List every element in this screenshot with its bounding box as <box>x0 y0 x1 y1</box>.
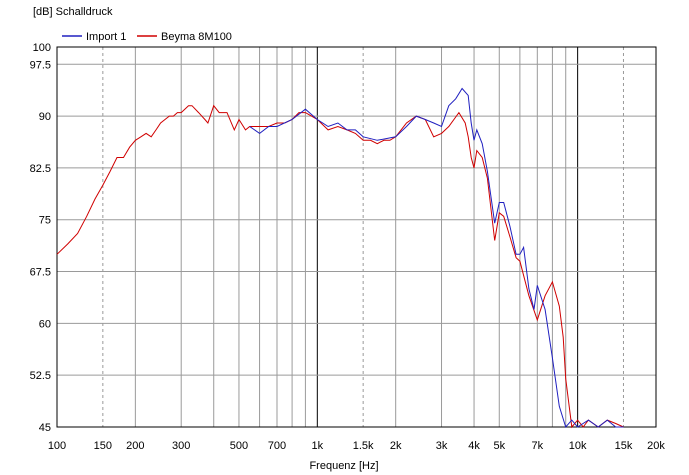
x-tick-label: 200 <box>126 440 144 452</box>
x-tick-label: 100 <box>48 440 66 452</box>
y-tick-label: 45 <box>39 422 51 434</box>
x-tick-label: 1.5k <box>353 440 374 452</box>
series-layer <box>56 87 624 429</box>
y-tick-label: 97.5 <box>30 59 51 71</box>
x-tick-label: 700 <box>268 440 286 452</box>
x-tick-label: 10k <box>569 440 587 452</box>
x-tick-label: 150 <box>94 440 112 452</box>
x-tick-label: 1k <box>312 440 324 452</box>
x-tick-label: 20k <box>647 440 665 452</box>
y-tick-label: 82.5 <box>30 163 51 175</box>
y-tick-label: 60 <box>39 318 51 330</box>
plot-frame <box>56 46 657 428</box>
x-tick-label: 500 <box>230 440 248 452</box>
x-tick-label: 2k <box>390 440 402 452</box>
series-line-0 <box>249 87 624 428</box>
grid-lines <box>57 46 657 427</box>
legend-label: Import 1 <box>86 31 126 43</box>
legend: Import 1 Beyma 8M100 <box>62 31 232 43</box>
x-tick-label: 300 <box>172 440 190 452</box>
x-tick-label: 7k <box>532 440 544 452</box>
y-axis-label: [dB] Schalldruck <box>33 6 113 18</box>
y-tick-label: 52.5 <box>30 370 51 382</box>
x-axis-label: Frequenz [Hz] <box>309 460 378 472</box>
x-tick-label: 3k <box>436 440 448 452</box>
y-tick-label: 100 <box>33 42 51 54</box>
series-line-1 <box>56 104 624 429</box>
x-tick-labels: 100 150 200 300 500 700 1k 1.5k 2k 3k 4k 5k 7k 10k 15k… <box>48 440 666 452</box>
y-tick-label: 75 <box>39 215 51 227</box>
y-tick-labels: 45 52.5 60 67.5 75 82.5 90 97.5 100 <box>30 42 51 434</box>
x-tick-label: 5k <box>493 440 505 452</box>
x-tick-label: 15k <box>615 440 633 452</box>
x-tick-label: 4k <box>468 440 480 452</box>
y-tick-label: 90 <box>39 111 51 123</box>
legend-label: Beyma 8M100 <box>161 31 232 43</box>
y-tick-label: 67.5 <box>30 267 51 279</box>
